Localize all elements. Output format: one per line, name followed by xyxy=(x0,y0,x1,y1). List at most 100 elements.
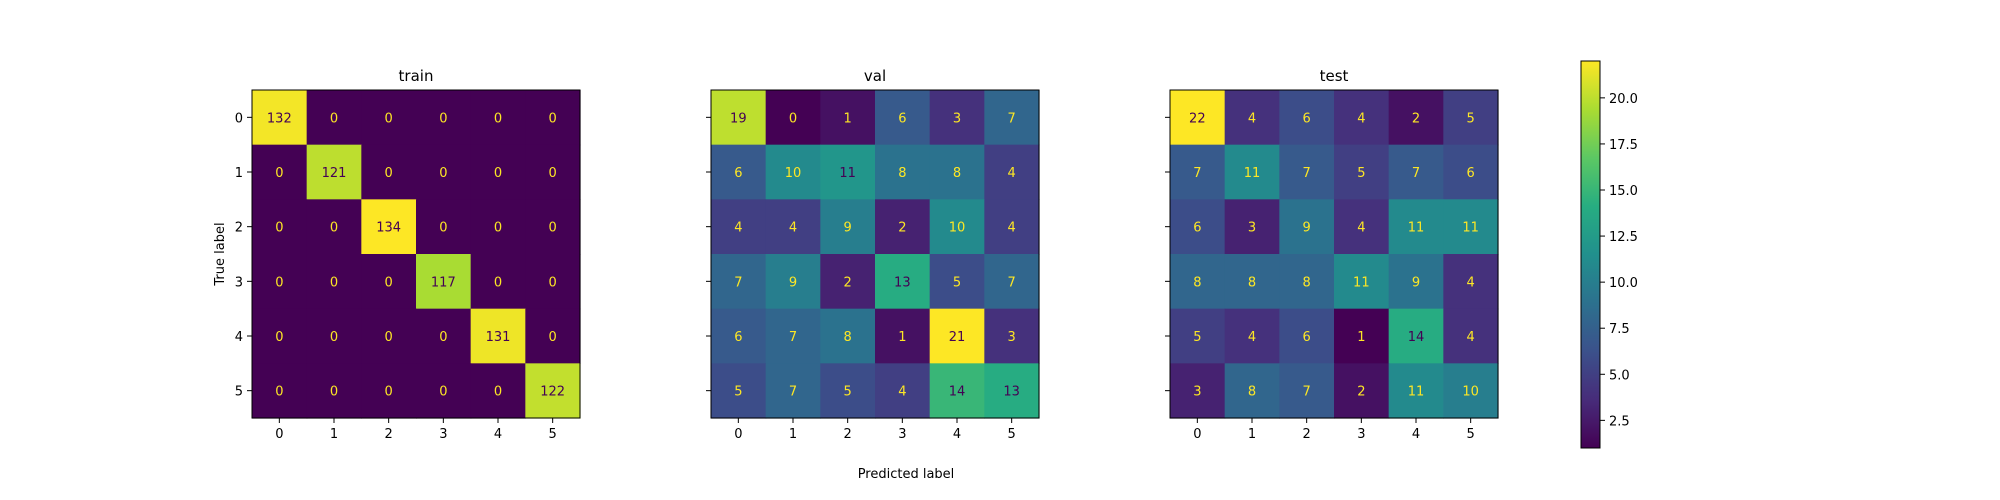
cell-train-3-3 xyxy=(416,254,472,310)
cell-train-5-1 xyxy=(306,363,362,419)
x-tick-label: 0 xyxy=(1193,427,1201,442)
x-tick-label: 2 xyxy=(844,427,852,442)
x-tick-label: 4 xyxy=(494,427,502,442)
cell-test-2-3 xyxy=(1334,199,1390,255)
cell-val-3-3 xyxy=(875,254,931,310)
matrix-train: 132 0 0 0 0 00 121 0 0 0 00 0 134 0 0 00 0 0 117 0 00 0 0 0 131 0… xyxy=(235,67,581,442)
cell-train-0-5 xyxy=(525,90,581,146)
cell-label: 8 xyxy=(1248,385,1256,400)
cell-test-0-5 xyxy=(1443,90,1499,146)
cell-label: 117 xyxy=(431,275,456,290)
cell-label: 0 xyxy=(330,385,338,400)
cell-test-5-3 xyxy=(1334,363,1390,419)
cell-test-5-4 xyxy=(1388,363,1444,419)
cell-label: 122 xyxy=(540,385,565,400)
cell-test-2-5 xyxy=(1443,199,1499,255)
x-tick-label: 0 xyxy=(734,427,742,442)
panels: 132 0 0 0 0 00 121 0 0 0 00 0 134 0 0 00 0 0 117 0 00 0 0 0 131 0… xyxy=(235,67,1499,442)
cell-test-0-2 xyxy=(1279,90,1335,146)
cell-train-4-3 xyxy=(416,308,472,364)
cell-label: 4 xyxy=(1467,330,1475,345)
cell-test-4-2 xyxy=(1279,308,1335,364)
x-tick-label: 1 xyxy=(1248,427,1256,442)
cell-label: 0 xyxy=(494,385,502,400)
cell-label: 6 xyxy=(1193,221,1201,236)
cell-label: 4 xyxy=(1248,330,1256,345)
cell-label: 13 xyxy=(894,275,911,290)
cell-label: 7 xyxy=(1412,166,1420,181)
cell-test-0-4 xyxy=(1388,90,1444,146)
matrix-frame xyxy=(251,89,581,419)
x-tick-label: 1 xyxy=(789,427,797,442)
cell-train-4-5 xyxy=(525,308,581,364)
cell-label: 10 xyxy=(949,221,966,236)
cell-val-4-5 xyxy=(984,308,1040,364)
cell-label: 0 xyxy=(789,111,797,126)
cell-label: 0 xyxy=(494,111,502,126)
x-tick-label: 2 xyxy=(1303,427,1311,442)
cell-train-4-2 xyxy=(361,308,417,364)
cell-test-3-3 xyxy=(1334,254,1390,310)
y-tick-label: 0 xyxy=(235,111,243,126)
cell-label: 0 xyxy=(439,166,447,181)
cell-test-2-2 xyxy=(1279,199,1335,255)
cell-label: 22 xyxy=(1189,111,1206,126)
cell-train-2-0 xyxy=(252,199,308,255)
cell-label: 0 xyxy=(439,221,447,236)
cell-val-3-4 xyxy=(929,254,985,310)
cell-label: 6 xyxy=(1303,111,1311,126)
cell-train-1-4 xyxy=(470,144,526,200)
cell-label: 5 xyxy=(1357,166,1365,181)
cell-val-3-2 xyxy=(820,254,876,310)
cell-label: 5 xyxy=(844,385,852,400)
cell-label: 8 xyxy=(844,330,852,345)
cell-label: 4 xyxy=(734,221,742,236)
colorbar-tick-label: 17.5 xyxy=(1609,138,1638,153)
cell-val-0-0 xyxy=(711,90,767,146)
cell-label: 0 xyxy=(385,275,393,290)
cell-label: 8 xyxy=(1303,275,1311,290)
cell-train-5-0 xyxy=(252,363,308,419)
cell-label: 7 xyxy=(789,330,797,345)
cell-val-5-1 xyxy=(765,363,821,419)
cell-train-1-1 xyxy=(306,144,362,200)
cell-train-0-0 xyxy=(252,90,308,146)
cell-label: 0 xyxy=(275,275,283,290)
cell-label: 0 xyxy=(330,330,338,345)
cell-val-4-3 xyxy=(875,308,931,364)
cell-val-4-0 xyxy=(711,308,767,364)
cell-label: 8 xyxy=(1248,275,1256,290)
cell-train-1-0 xyxy=(252,144,308,200)
cell-label: 0 xyxy=(494,275,502,290)
colorbar-tick-label: 15.0 xyxy=(1609,184,1638,199)
cell-label: 134 xyxy=(376,221,401,236)
cell-val-0-3 xyxy=(875,90,931,146)
cell-label: 7 xyxy=(1193,166,1201,181)
matrix-title: train xyxy=(399,67,434,85)
x-tick-label: 5 xyxy=(549,427,557,442)
cell-label: 2 xyxy=(1357,385,1365,400)
cell-train-3-1 xyxy=(306,254,362,310)
cell-label: 0 xyxy=(439,385,447,400)
cell-label: 6 xyxy=(734,330,742,345)
cell-train-2-5 xyxy=(525,199,581,255)
cell-label: 2 xyxy=(898,221,906,236)
cell-train-1-5 xyxy=(525,144,581,200)
cell-label: 0 xyxy=(385,111,393,126)
cell-label: 7 xyxy=(734,275,742,290)
cell-val-1-0 xyxy=(711,144,767,200)
cell-label: 7 xyxy=(1008,111,1016,126)
cell-label: 9 xyxy=(844,221,852,236)
cell-label: 6 xyxy=(734,166,742,181)
cell-label: 0 xyxy=(549,111,557,126)
cell-label: 7 xyxy=(789,385,797,400)
matrix-val: 19 0 1 6 3 76 10 11 8 8 44 4 9 2 10 47 9 2 13 5 76 7 8 1 21 35 7 5 4… xyxy=(706,67,1040,442)
cell-val-3-0 xyxy=(711,254,767,310)
cell-label: 9 xyxy=(789,275,797,290)
cell-label: 0 xyxy=(385,166,393,181)
cell-label: 11 xyxy=(1244,166,1261,181)
y-tick-label: 5 xyxy=(235,385,243,400)
cell-test-3-2 xyxy=(1279,254,1335,310)
cell-label: 2 xyxy=(1412,111,1420,126)
cell-test-3-1 xyxy=(1224,254,1280,310)
